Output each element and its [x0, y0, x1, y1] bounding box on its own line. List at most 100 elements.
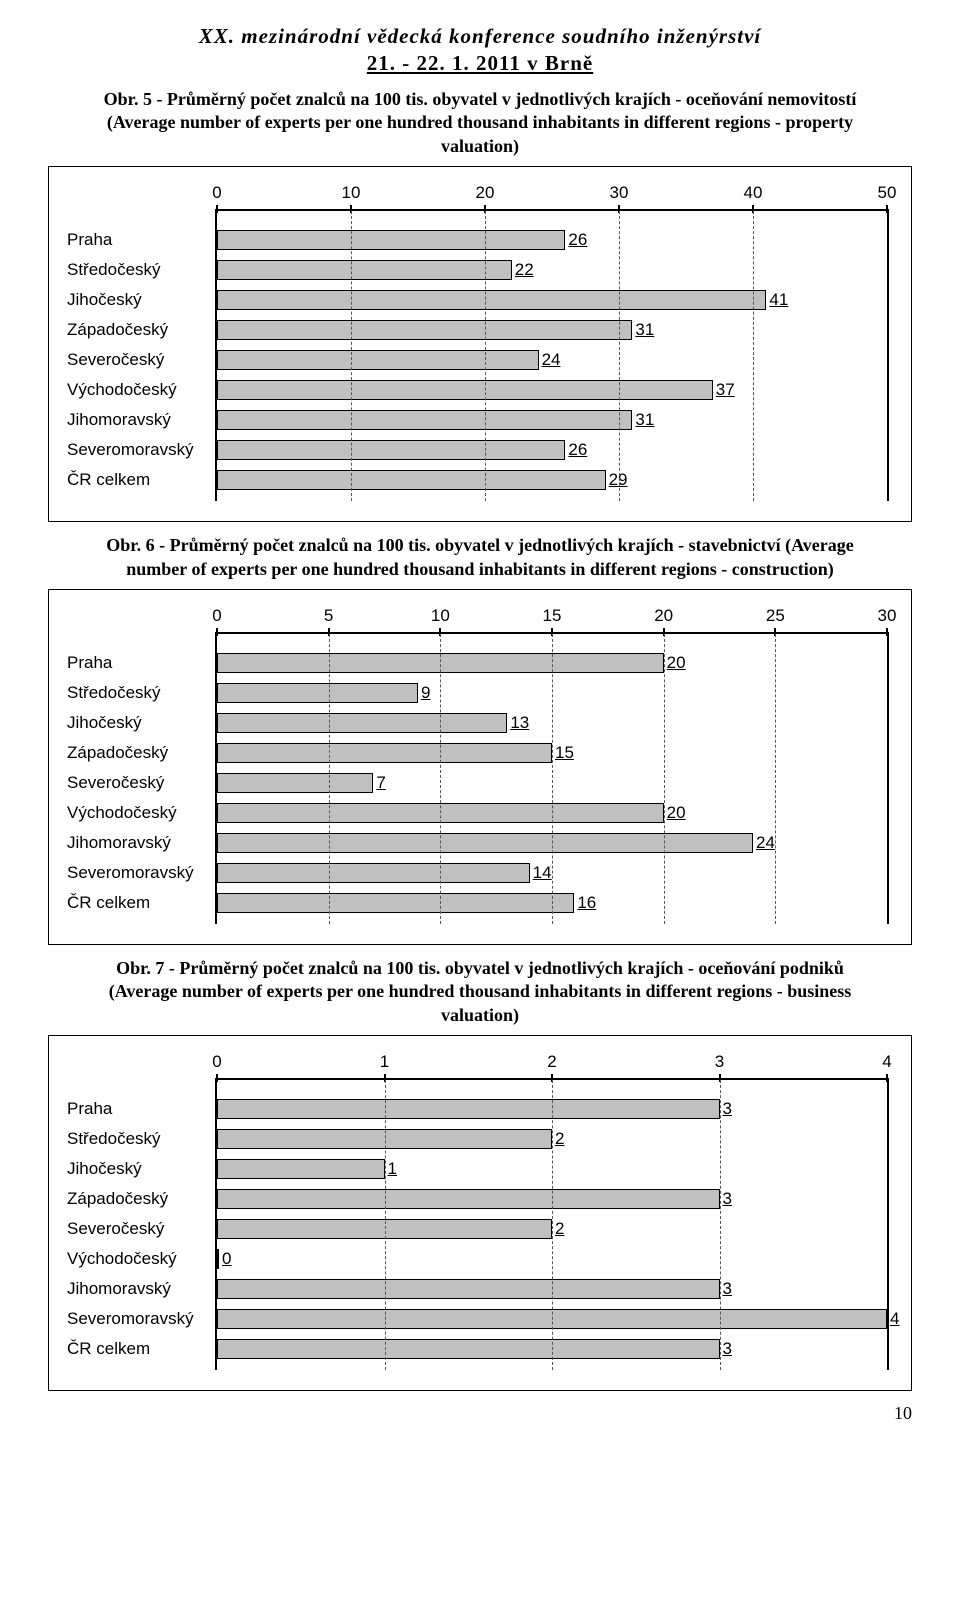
axis-tick-label: 0 [212, 606, 221, 626]
row-label: Středočeský [67, 683, 211, 703]
bar-value-label: 24 [542, 350, 561, 370]
chart-row: Středočeský22 [217, 255, 887, 285]
row-label: Praha [67, 653, 211, 673]
grid-line [753, 211, 754, 501]
bar: 29 [217, 470, 606, 490]
grid-line [329, 634, 330, 924]
bar: 37 [217, 380, 713, 400]
bar: 24 [217, 833, 753, 853]
chart-row: Severočeský24 [217, 345, 887, 375]
bar-value-label: 3 [723, 1099, 732, 1119]
row-label: Středočeský [67, 260, 211, 280]
bar: 24 [217, 350, 539, 370]
header-line1: XX. mezinárodní vědecká konference soudn… [48, 24, 912, 49]
axis-tick-label: 5 [324, 606, 333, 626]
bar: 7 [217, 773, 373, 793]
chart-caption: Obr. 7 - Průměrný počet znalců na 100 ti… [88, 957, 872, 1027]
axis-tick-label: 0 [212, 1052, 221, 1072]
row-label: Jihomoravský [67, 833, 211, 853]
bar: 26 [217, 230, 565, 250]
grid-line [775, 634, 776, 924]
bar: 15 [217, 743, 552, 763]
bar-value-label: 24 [756, 833, 775, 853]
row-label: Západočeský [67, 1189, 211, 1209]
bar-value-label: 3 [723, 1279, 732, 1299]
grid-line [720, 1080, 721, 1370]
bar: 3 [217, 1339, 720, 1359]
axis-tick-label: 20 [476, 183, 495, 203]
bar-value-label: 1 [388, 1159, 397, 1179]
row-label: Jihočeský [67, 1159, 211, 1179]
bar: 9 [217, 683, 418, 703]
axis-tick-label: 2 [547, 1052, 556, 1072]
bar: 26 [217, 440, 565, 460]
chart-box: 051015202530Praha20Středočeský9Jihočeský… [48, 589, 912, 945]
row-label: Východočeský [67, 380, 211, 400]
bar-value-label: 2 [555, 1219, 564, 1239]
grid-line [485, 211, 486, 501]
chart-box: 01234Praha3Středočeský2Jihočeský1Západoč… [48, 1035, 912, 1391]
page: XX. mezinárodní vědecká konference soudn… [0, 0, 960, 1464]
grid-line [440, 634, 441, 924]
row-label: Severomoravský [67, 1309, 211, 1329]
row-label: Jihomoravský [67, 1279, 211, 1299]
bar-value-label: 31 [635, 320, 654, 340]
chart-caption: Obr. 5 - Průměrný počet znalců na 100 ti… [88, 88, 872, 158]
bar: 3 [217, 1279, 720, 1299]
chart-row: ČR celkem29 [217, 465, 887, 495]
bar-value-label: 41 [769, 290, 788, 310]
bar: 16 [217, 893, 574, 913]
bar-value-label: 7 [376, 773, 385, 793]
row-label: Jihomoravský [67, 410, 211, 430]
row-label: ČR celkem [67, 893, 211, 913]
bar: 31 [217, 320, 632, 340]
chart-row: Praha26 [217, 225, 887, 255]
axis-tick-label: 4 [882, 1052, 891, 1072]
row-label: ČR celkem [67, 1339, 211, 1359]
bar-value-label: 14 [533, 863, 552, 883]
axis-tick-label: 30 [610, 183, 629, 203]
charts-container: Obr. 5 - Průměrný počet znalců na 100 ti… [48, 88, 912, 1391]
row-label: Severočeský [67, 773, 211, 793]
axis-tick-label: 1 [380, 1052, 389, 1072]
axis-tick-label: 20 [654, 606, 673, 626]
bar: 14 [217, 863, 530, 883]
axis-tick-label: 50 [878, 183, 897, 203]
bar-value-label: 26 [568, 440, 587, 460]
bar-value-label: 13 [510, 713, 529, 733]
axis-tick-label: 40 [744, 183, 763, 203]
row-label: Západočeský [67, 320, 211, 340]
row-label: Východočeský [67, 1249, 211, 1269]
axis-tick-label: 10 [342, 183, 361, 203]
header-line2: 21. - 22. 1. 2011 v Brně [48, 51, 912, 76]
axis-tick-label: 0 [212, 183, 221, 203]
grid-line [552, 634, 553, 924]
chart-row: Severomoravský26 [217, 435, 887, 465]
grid-line [552, 1080, 553, 1370]
row-label: Jihočeský [67, 713, 211, 733]
bar: 0 [217, 1249, 219, 1269]
bar-value-label: 31 [635, 410, 654, 430]
bar-value-label: 16 [577, 893, 596, 913]
chart-caption: Obr. 6 - Průměrný počet znalců na 100 ti… [88, 534, 872, 581]
axis-tick-label: 3 [715, 1052, 724, 1072]
chart-box: 0 10 20 30 40 50 Praha26Středočeský22 Jihočeský… [48, 166, 912, 522]
bar: 1 [217, 1159, 385, 1179]
bar-value-label: 20 [667, 803, 686, 823]
axis-tick-label: 15 [543, 606, 562, 626]
grid-line [619, 211, 620, 501]
row-label: Severomoravský [67, 863, 211, 883]
row-label: Jihočeský [67, 290, 211, 310]
row-label: Východočeský [67, 803, 211, 823]
bar-value-label: 2 [555, 1129, 564, 1149]
bar-value-label: 37 [716, 380, 735, 400]
row-label: Praha [67, 1099, 211, 1119]
bar-value-label: 26 [568, 230, 587, 250]
grid-line [664, 634, 665, 924]
page-number: 10 [48, 1403, 912, 1424]
row-label: ČR celkem [67, 470, 211, 490]
row-label: Severočeský [67, 1219, 211, 1239]
bar: 31 [217, 410, 632, 430]
bar-value-label: 3 [723, 1339, 732, 1359]
bar: 13 [217, 713, 507, 733]
